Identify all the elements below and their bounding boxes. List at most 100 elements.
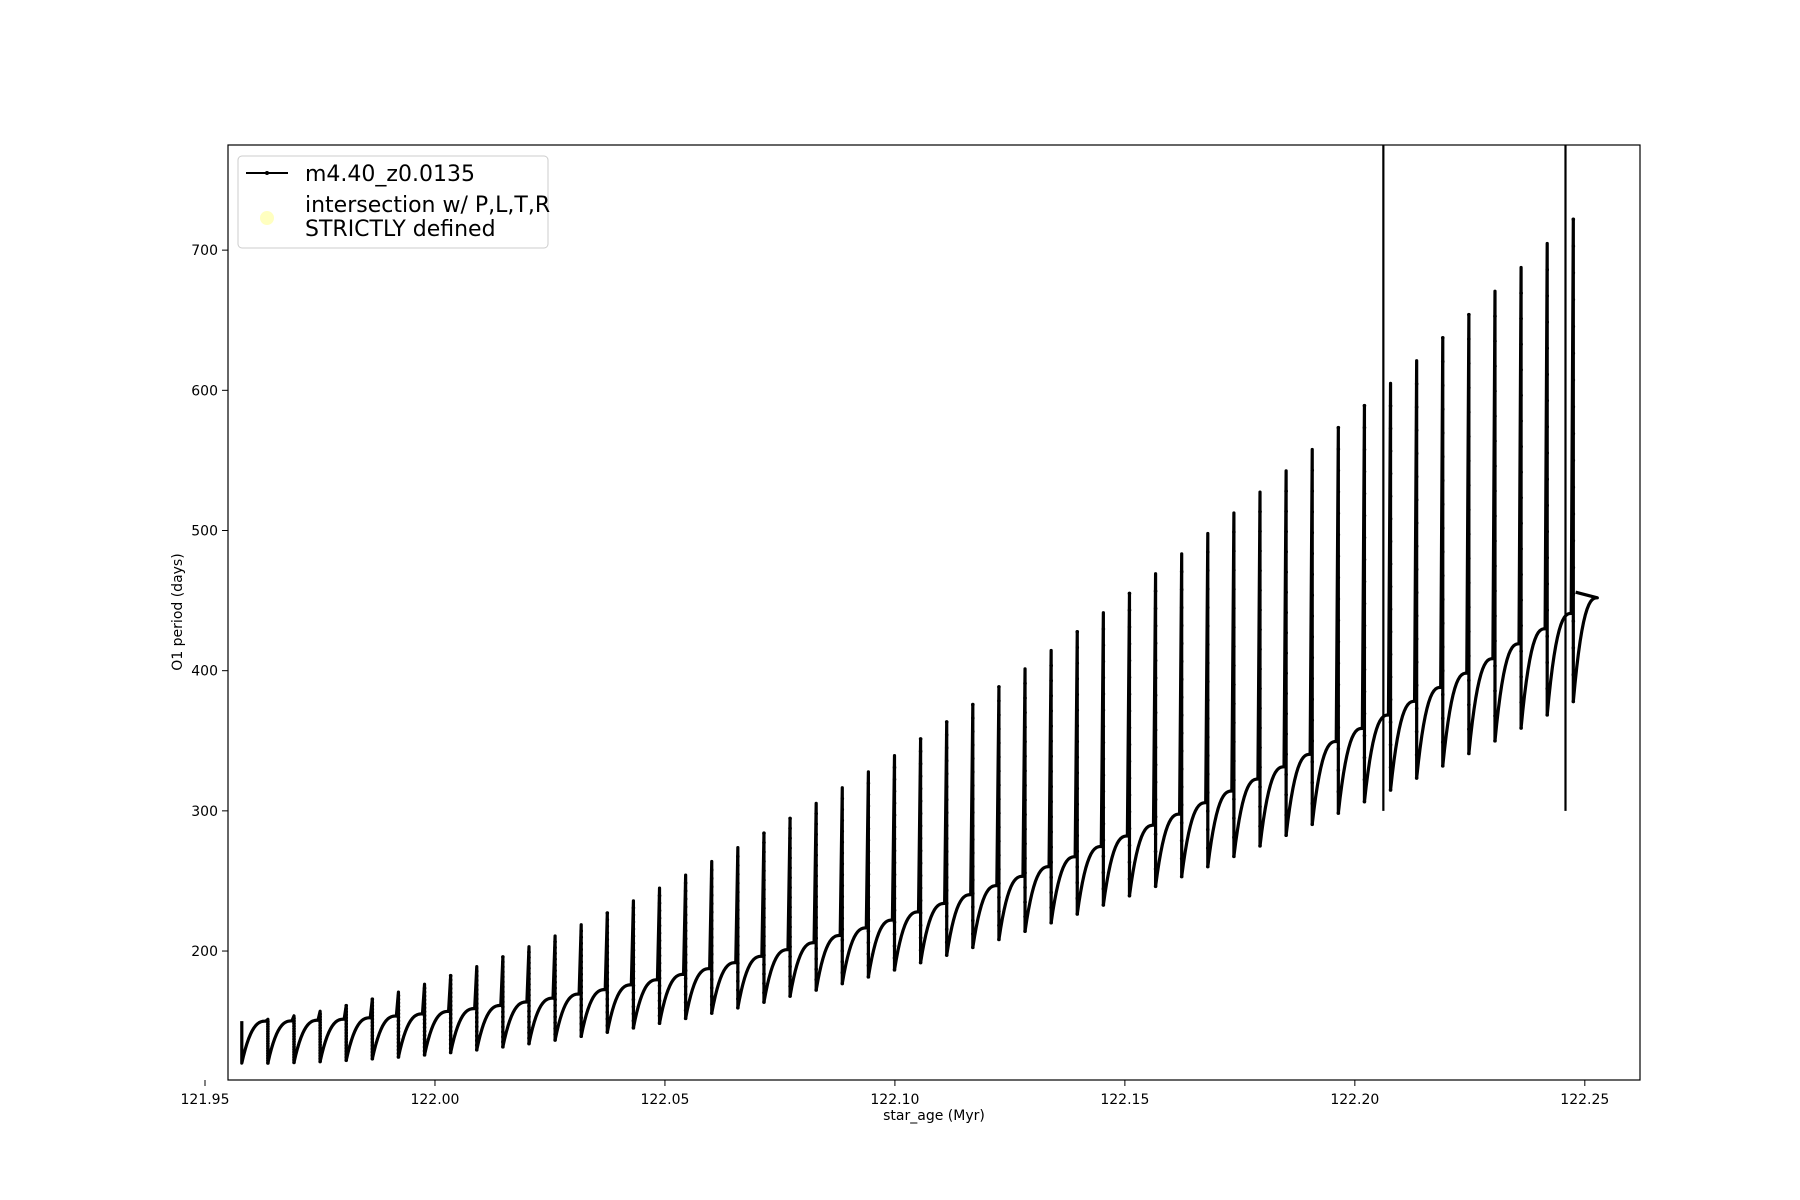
series-marker (1467, 702, 1471, 707)
series-marker (814, 832, 818, 837)
series-marker (605, 970, 610, 975)
series-marker (292, 1047, 296, 1052)
series-marker (788, 895, 792, 900)
series-marker (579, 1015, 584, 1020)
series-marker (736, 979, 740, 983)
series-marker (1153, 849, 1158, 854)
series-marker (918, 873, 923, 878)
series-marker (474, 983, 479, 987)
series-marker (292, 1039, 296, 1044)
series-marker (892, 932, 897, 936)
series-marker (1179, 731, 1184, 735)
series-marker (1362, 447, 1367, 452)
series-marker (1336, 447, 1341, 451)
series-marker (1101, 870, 1106, 875)
series-marker (1205, 809, 1210, 813)
series-marker (997, 713, 1001, 717)
series-marker (1049, 845, 1053, 849)
series-marker (1205, 753, 1210, 758)
series-marker (814, 946, 818, 951)
series-marker (1414, 498, 1419, 502)
series-marker (1127, 642, 1132, 646)
x-axis: 121.95 122.00 122.05 122.10 122.15 122.20 122.… (181, 1080, 1609, 1108)
series-marker (1075, 661, 1080, 665)
series-marker (1571, 619, 1576, 623)
series-marker (474, 987, 479, 992)
series-marker (1049, 905, 1053, 910)
series-marker (1127, 843, 1132, 848)
series-marker (1440, 407, 1445, 411)
series-marker (1362, 425, 1367, 430)
series-marker (1467, 385, 1471, 390)
series-marker (944, 746, 949, 750)
series-marker (631, 1026, 636, 1030)
series-marker (1075, 818, 1080, 822)
series-marker (1049, 694, 1053, 698)
series-marker (918, 923, 923, 928)
series-marker (527, 1020, 531, 1024)
series-marker (1519, 521, 1523, 526)
series-marker (788, 816, 792, 821)
series-marker (918, 935, 923, 940)
series-marker (762, 897, 766, 901)
series-marker (448, 1037, 453, 1042)
series-marker (1127, 709, 1132, 713)
series-marker (1232, 797, 1236, 801)
series-marker (918, 848, 923, 853)
series-marker (709, 927, 714, 931)
series-marker (1310, 822, 1315, 827)
series-marker (1284, 550, 1288, 554)
series-marker (292, 1024, 296, 1028)
series-marker (1336, 747, 1341, 751)
series-marker (657, 1013, 662, 1018)
series-marker (892, 765, 897, 770)
series-marker (1493, 489, 1497, 493)
series-marker (1075, 755, 1080, 760)
series-marker (1571, 485, 1576, 489)
series-marker (318, 1037, 322, 1041)
series-marker (814, 967, 818, 972)
series-marker (396, 1047, 401, 1052)
series-marker (709, 885, 714, 889)
series-marker (709, 960, 714, 965)
series-marker (866, 815, 871, 820)
series-marker (1362, 557, 1367, 562)
series-marker (553, 957, 557, 961)
series-marker (971, 945, 975, 950)
series-marker (1049, 724, 1053, 728)
series-marker (605, 1023, 610, 1028)
series-marker (1467, 654, 1471, 658)
series-marker (344, 1031, 349, 1035)
series-marker (814, 977, 818, 982)
series-marker (918, 774, 923, 779)
series-marker (1205, 550, 1210, 554)
series-marker (344, 1040, 349, 1044)
series-marker (840, 872, 845, 877)
series-marker (1545, 503, 1550, 508)
series-marker (553, 968, 557, 973)
series-marker (997, 853, 1001, 858)
series-marker (1467, 483, 1471, 488)
series-marker (1493, 664, 1497, 668)
series-marker (1101, 643, 1106, 648)
series-marker (971, 729, 975, 734)
series-marker (448, 1046, 453, 1051)
series-marker (370, 1050, 375, 1054)
series-marker (1153, 728, 1158, 732)
series-marker (1362, 469, 1367, 474)
series-marker (1232, 625, 1236, 630)
series-marker (1023, 710, 1027, 715)
series-marker (971, 864, 975, 869)
series-marker (448, 1012, 453, 1016)
series-marker (1571, 699, 1576, 704)
series-marker (292, 1021, 296, 1026)
series-marker (866, 929, 871, 934)
series-marker (422, 1005, 427, 1010)
series-marker (840, 851, 845, 855)
series-marker (344, 1022, 349, 1026)
series-marker (1205, 827, 1210, 832)
series-marker (292, 1037, 296, 1041)
series-marker (474, 1020, 479, 1024)
series-marker (396, 1051, 401, 1056)
series-marker (1153, 589, 1158, 593)
